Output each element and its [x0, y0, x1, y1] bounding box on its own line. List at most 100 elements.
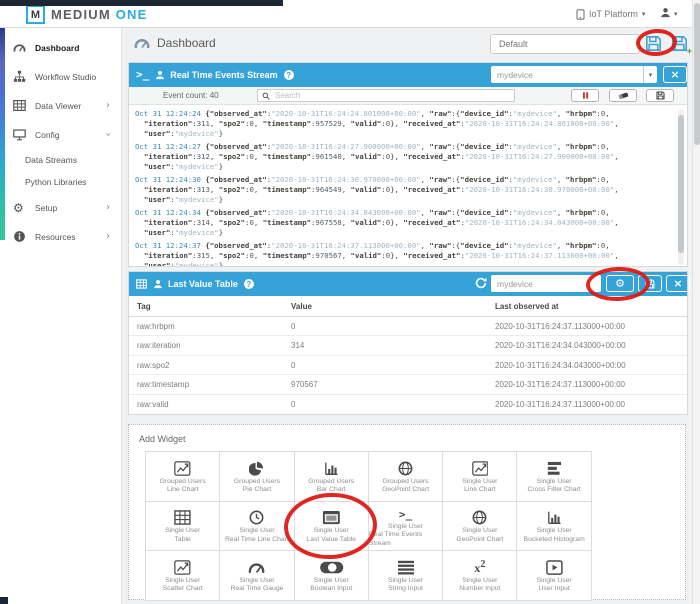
add-widget-single-user-real-time-gauge[interactable]: Single User Real Time Gauge — [220, 551, 295, 601]
add-widget-grouped-users-bar-chart[interactable]: Grouped Users Bar Chart — [294, 452, 369, 502]
globe-icon — [472, 507, 487, 525]
sidebar-item-label: Resources — [35, 231, 76, 242]
add-widget-single-user-boolean-input[interactable]: Single User Boolean Input — [294, 551, 369, 601]
table-cell: 2020-10-31T16:24:37.113000+00:00 — [495, 399, 625, 409]
help-icon[interactable]: ? — [283, 70, 294, 80]
search-icon — [262, 87, 270, 105]
floppy-icon — [645, 279, 655, 288]
events-close-button[interactable]: × — [663, 66, 687, 83]
widget-cell-label-2: Scatter Chart — [162, 585, 203, 593]
add-widget-single-user-line-chart[interactable]: Single User Line Chart — [443, 452, 518, 502]
table-settings-button[interactable]: ⚙ — [606, 275, 634, 292]
add-widget-single-user-real-time-events-stream[interactable]: >_ Single User Real Time Events Stream — [368, 501, 444, 551]
plus-icon: + — [686, 46, 692, 56]
add-widget-grouped-users-geopoint-chart[interactable]: Grouped Users GeoPoint Chart — [368, 452, 444, 502]
table-row: raw:spo2 0 2020-10-31T16:24:34.043000+00:0… — [129, 356, 687, 376]
add-widget-single-user-number-input[interactable]: x2 Single User Number Input — [443, 551, 518, 601]
column-header-value: Value — [291, 302, 312, 311]
clear-stream-button[interactable] — [609, 89, 637, 102]
table-cell: 2020-10-31T16:24:37.113000+00:00 — [495, 380, 625, 390]
add-widget-single-user-string-input[interactable]: Single User String Input — [368, 551, 444, 601]
add-widget-single-user-geopoint-chart[interactable]: Single User GeoPoint Chart — [443, 501, 518, 551]
widget-cell-label-2: Line Chart — [464, 486, 496, 494]
pause-stream-button[interactable] — [571, 89, 599, 102]
scrollbar-thumb[interactable] — [694, 3, 700, 145]
chevron-down-icon: ▾ — [674, 10, 678, 18]
table-cell: 0 — [291, 399, 296, 409]
table-device-value: mydevice — [497, 278, 533, 289]
events-search-box — [257, 89, 515, 102]
add-widget-single-user-scatter-chart[interactable]: Single User Scatter Chart — [146, 551, 221, 601]
dashboard-name-input[interactable] — [490, 34, 640, 54]
save-stream-button[interactable] — [646, 89, 674, 102]
log-entry: Oct 31 12:24:37 {"observed_at":"2020-10-… — [135, 241, 619, 266]
chevron-right-icon: › — [106, 231, 110, 242]
logo-one: ONE — [115, 7, 148, 22]
dashboard-title-bar: Dashboard + — [122, 28, 692, 62]
widget-cell-label-1: Grouped Users — [233, 477, 280, 485]
speedometer-icon — [13, 41, 29, 55]
add-widget-single-user-bucketed-histogram[interactable]: Single User Bucketed Histogram — [517, 501, 592, 551]
tablet-icon — [576, 8, 585, 20]
save-dashboard-icon[interactable] — [645, 35, 663, 53]
widget-cell-label-2: Last Value Table — [306, 535, 357, 543]
add-widget-single-user-last-value-table[interactable]: Single User Last Value Table — [281, 490, 379, 561]
page-scrollbar[interactable] — [692, 0, 700, 604]
events-search-input[interactable] — [273, 90, 510, 101]
table-close-button[interactable]: × — [666, 275, 690, 292]
scrollbar-thumb[interactable] — [678, 115, 684, 253]
chevron-down-icon: › — [102, 132, 114, 137]
sidebar-item-python-libraries[interactable]: Python Libraries — [0, 171, 122, 193]
widget-cell-label-2: Real Time Events Stream — [368, 531, 423, 548]
add-widget-single-user-table[interactable]: Single User Table — [146, 501, 221, 551]
last-value-table-widget: Last Value Table ? mydevice ⚙ × Tag Valu… — [128, 271, 690, 415]
sidebar-item-data-viewer[interactable]: Data Viewer › — [0, 91, 122, 120]
widget-cell-label-1: Grouped Users — [159, 477, 206, 485]
events-log-scrollbar[interactable] — [678, 109, 684, 265]
sidebar-item-label: Data Streams — [25, 155, 77, 165]
play-square-icon — [545, 557, 563, 575]
help-icon[interactable]: ? — [243, 279, 254, 289]
events-device-select[interactable]: mydevice ▾ — [491, 66, 657, 83]
pie-chart-icon — [249, 458, 264, 476]
bottom-left-block — [0, 597, 8, 604]
terminal-icon: >_ — [136, 68, 150, 81]
table-save-button[interactable] — [638, 275, 662, 292]
table-device-input[interactable]: mydevice — [491, 275, 601, 292]
sidebar-item-config[interactable]: Config › — [0, 120, 122, 149]
sidebar-item-dashboard[interactable]: Dashboard — [0, 33, 122, 62]
sidebar-item-label: Workflow Studio — [35, 71, 97, 82]
widget-cell-label-1: Single User — [165, 527, 201, 535]
sitemap-icon — [13, 70, 29, 84]
sidebar-item-setup[interactable]: ⚙ Setup › — [0, 193, 122, 222]
gear-icon: ⚙ — [615, 277, 625, 290]
top-dark-strip — [0, 0, 283, 6]
bar-chart-icon — [324, 458, 339, 476]
window-table-icon — [322, 507, 341, 525]
sidebar-item-data-streams[interactable]: Data Streams — [0, 149, 122, 171]
user-icon — [155, 70, 165, 80]
add-widget-title: Add Widget — [139, 434, 186, 444]
refresh-icon[interactable] — [475, 277, 487, 289]
user-menu[interactable]: ▾ — [660, 0, 678, 28]
sidebar-item-workflow-studio[interactable]: Workflow Studio — [0, 62, 122, 91]
widget-cell-label-1: Single User — [536, 576, 572, 584]
widget-cell-label-1: Grouped Users — [308, 477, 355, 485]
sidebar-gradient-strip — [0, 28, 5, 240]
platform-selector[interactable]: IoT Platform ▾ — [576, 0, 645, 28]
sidebar: Dashboard Workflow Studio Data Viewer › Conf… — [0, 28, 122, 604]
table-cell: raw:timestamp — [137, 380, 190, 390]
table-row: raw:iteration 314 2020-10-31T16:24:34.0430… — [129, 336, 687, 356]
add-widget-grouped-users-pie-chart[interactable]: Grouped Users Pie Chart — [220, 452, 295, 502]
sidebar-item-resources[interactable]: Resources › — [0, 222, 122, 251]
toggle-icon — [319, 557, 344, 575]
add-widget-grouped-users-line-chart[interactable]: Grouped Users Line Chart — [146, 452, 221, 502]
add-widget-single-user-user-input[interactable]: Single User User Input — [517, 551, 592, 601]
save-as-new-dashboard-icon[interactable]: + — [671, 35, 692, 56]
add-widget-single-user-real-time-line-chart[interactable]: Single User Real Time Line Chart — [220, 501, 295, 551]
terminal-icon: >_ — [398, 507, 413, 521]
events-toolbar: Event count: 40 — [129, 87, 687, 105]
column-header-tag: Tag — [137, 302, 151, 311]
add-widget-single-user-cross-filter-chart[interactable]: Single User Cross Filter Chart — [517, 452, 592, 502]
table-cell: raw:spo2 — [137, 360, 170, 370]
